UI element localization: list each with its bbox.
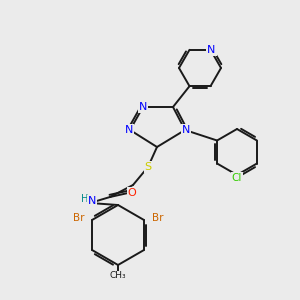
Text: Br: Br [152, 213, 164, 223]
Text: N: N [139, 102, 147, 112]
Text: Cl: Cl [232, 173, 242, 183]
Text: N: N [125, 125, 133, 135]
Text: S: S [144, 162, 152, 172]
Text: O: O [128, 188, 136, 198]
Text: N: N [182, 125, 190, 135]
Text: Br: Br [73, 213, 84, 223]
Text: N: N [207, 45, 216, 55]
Text: CH₃: CH₃ [110, 272, 126, 280]
Text: N: N [88, 196, 96, 206]
Text: H: H [81, 194, 89, 204]
